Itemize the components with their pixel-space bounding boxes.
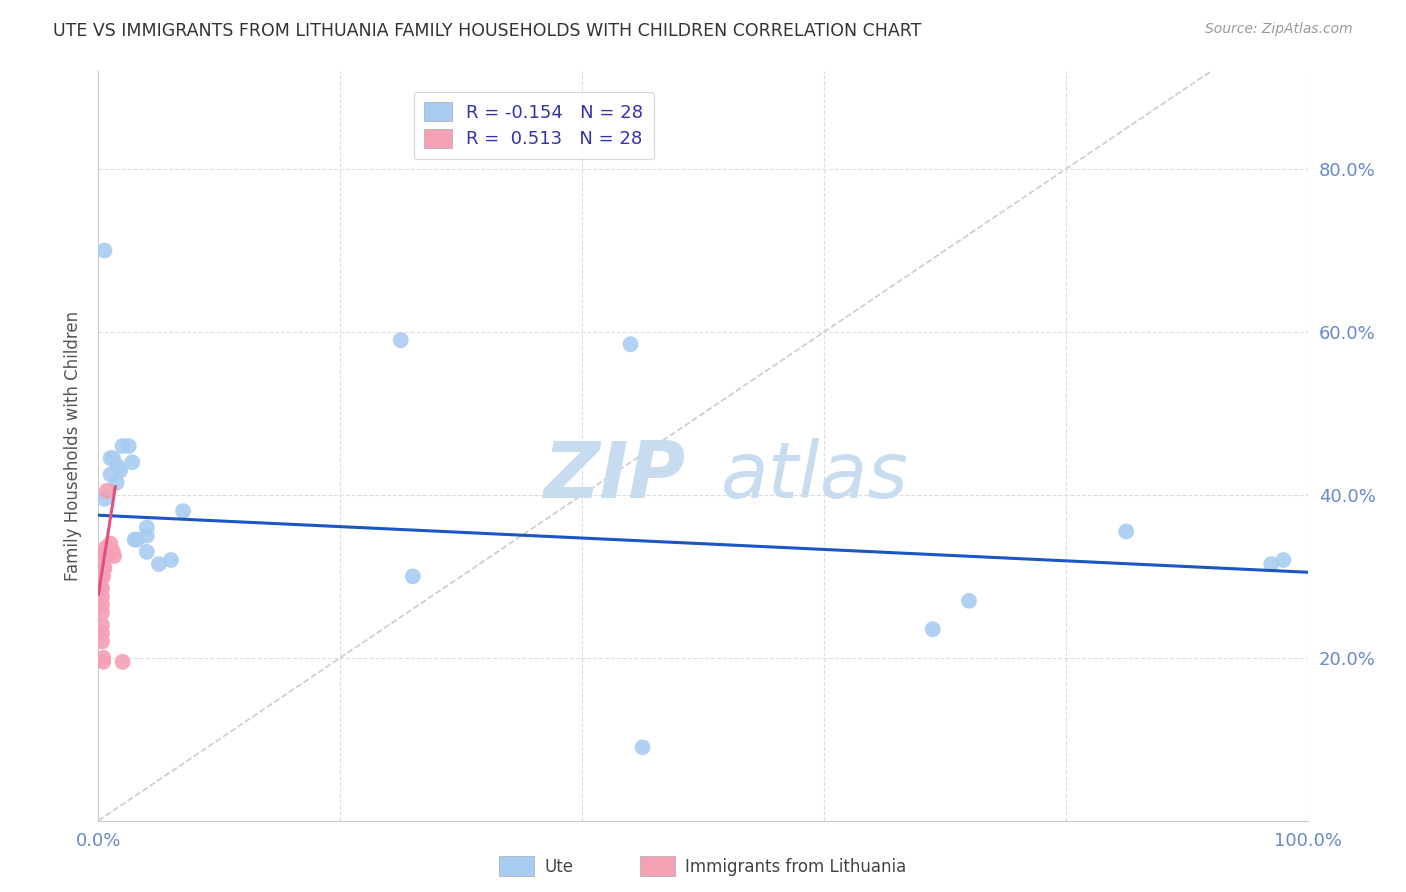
Point <box>107 459 129 474</box>
Text: atlas: atlas <box>721 438 910 514</box>
Text: ZIP: ZIP <box>543 438 685 514</box>
Point <box>91 569 114 583</box>
Point <box>121 455 143 469</box>
Point <box>91 650 114 665</box>
Point <box>91 626 114 640</box>
Legend: R = -0.154   N = 28, R =  0.513   N = 28: R = -0.154 N = 28, R = 0.513 N = 28 <box>413 92 654 159</box>
Point <box>135 520 157 534</box>
Point <box>127 533 149 547</box>
Point <box>172 504 194 518</box>
Point <box>135 545 157 559</box>
Point <box>100 537 122 551</box>
Point <box>91 569 114 583</box>
Point <box>631 740 654 755</box>
Point <box>1260 557 1282 571</box>
Text: Immigrants from Lithuania: Immigrants from Lithuania <box>685 858 905 876</box>
Point <box>90 582 112 596</box>
Point <box>100 467 122 482</box>
Point <box>91 618 114 632</box>
Text: Ute: Ute <box>544 858 574 876</box>
Point <box>108 463 131 477</box>
Text: UTE VS IMMIGRANTS FROM LITHUANIA FAMILY HOUSEHOLDS WITH CHILDREN CORRELATION CHA: UTE VS IMMIGRANTS FROM LITHUANIA FAMILY … <box>53 22 922 40</box>
Point <box>91 606 114 620</box>
Point <box>103 549 125 563</box>
Point <box>90 553 112 567</box>
Point <box>619 337 641 351</box>
Point <box>389 333 412 347</box>
Point <box>148 557 170 571</box>
Point <box>111 439 134 453</box>
Point <box>91 557 114 571</box>
Point <box>91 655 114 669</box>
Text: Source: ZipAtlas.com: Source: ZipAtlas.com <box>1205 22 1353 37</box>
Point <box>1115 524 1137 539</box>
Point <box>957 593 980 607</box>
Point <box>105 475 128 490</box>
Point <box>402 569 425 583</box>
Point <box>135 528 157 542</box>
Point <box>91 582 114 596</box>
Point <box>921 622 943 636</box>
Point <box>94 549 117 563</box>
Point <box>90 574 112 588</box>
Point <box>91 634 114 648</box>
Point <box>91 590 114 604</box>
Point <box>93 545 115 559</box>
Point <box>91 553 114 567</box>
Point <box>93 244 115 258</box>
Point <box>160 553 183 567</box>
Point <box>124 533 146 547</box>
Point <box>118 439 141 453</box>
Point <box>111 655 134 669</box>
Point <box>93 491 115 506</box>
Point <box>101 545 124 559</box>
Point <box>101 451 124 466</box>
Point <box>90 569 112 583</box>
Point <box>91 561 114 575</box>
Point <box>1272 553 1295 567</box>
Point <box>93 553 115 567</box>
Y-axis label: Family Households with Children: Family Households with Children <box>63 311 82 581</box>
Point <box>91 598 114 612</box>
Point <box>96 483 118 498</box>
Point <box>93 561 115 575</box>
Point <box>94 541 117 555</box>
Point <box>100 451 122 466</box>
